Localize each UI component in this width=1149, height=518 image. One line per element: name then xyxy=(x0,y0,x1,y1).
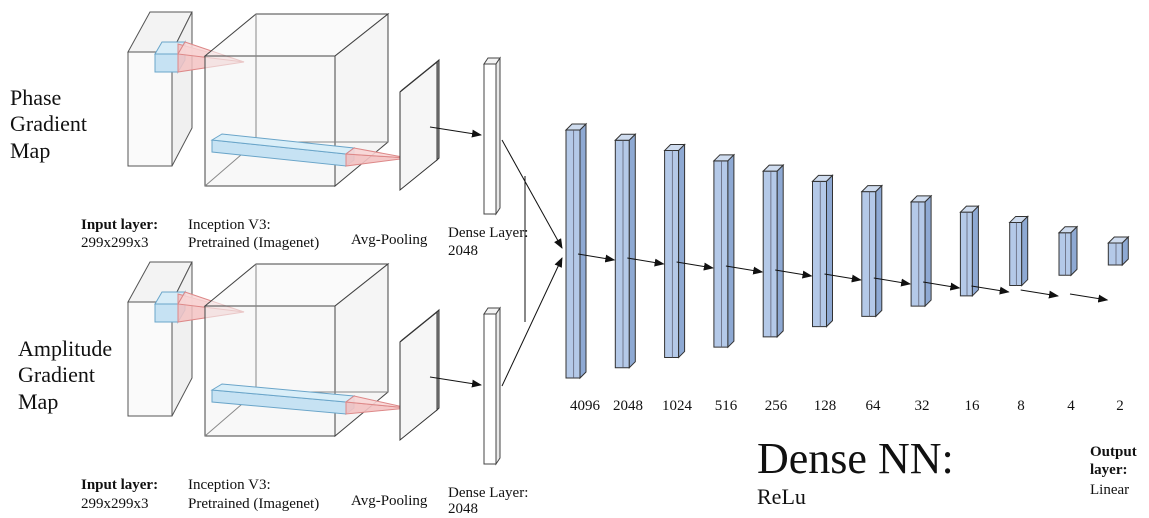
dense-layer-256 xyxy=(761,163,785,339)
layer-size-label: 128 xyxy=(813,398,837,414)
layer-connector-arrow xyxy=(824,273,862,283)
dense-nn-activation: ReLu xyxy=(757,484,806,509)
branch-top xyxy=(127,11,501,216)
layer-connector-arrow xyxy=(1069,293,1109,303)
layer-size-label: 2048 xyxy=(613,398,643,414)
branch-bottom xyxy=(127,261,501,466)
input-label-size: 299x299x3 xyxy=(81,496,149,512)
pool-to-dense-arrow xyxy=(429,376,482,388)
input-label-heading: Input layer: xyxy=(81,217,159,233)
dense-label: Dense Layer: xyxy=(448,225,529,241)
layer-connector-arrow xyxy=(676,261,714,271)
branch-title-phase: Phase Gradient Map xyxy=(10,85,87,163)
pool-to-dense-arrow xyxy=(429,126,482,138)
layer-connector-arrow xyxy=(1020,289,1059,299)
dense-layer-2048 xyxy=(614,133,637,369)
output-label-layer: layer: xyxy=(1090,462,1128,478)
layer-connector-arrow xyxy=(725,265,764,275)
dense-layer-16 xyxy=(959,204,980,298)
layer-size-label: 2 xyxy=(1116,398,1124,414)
inception-sub: Pretrained (Imagenet) xyxy=(188,496,320,512)
pool-label: Avg-Pooling xyxy=(351,493,428,509)
output-label: Output xyxy=(1090,444,1137,460)
layer-connector-arrow xyxy=(775,269,813,279)
layer-connector-arrow xyxy=(923,281,961,291)
inception-label: Inception V3: xyxy=(188,217,271,233)
input-layer-block xyxy=(127,11,193,167)
layer-size-label: 1024 xyxy=(662,398,692,414)
layer-size-label: 4 xyxy=(1067,398,1075,414)
dense-layer-8 xyxy=(1008,215,1029,287)
dense-layer-4 xyxy=(1057,225,1079,277)
dense-layer-516 xyxy=(712,153,736,349)
layer-size-label: 8 xyxy=(1017,398,1025,414)
pool-label: Avg-Pooling xyxy=(351,232,428,248)
merge-connectors xyxy=(501,139,563,387)
layer-connector-arrow xyxy=(971,285,1010,295)
dense-layer-1024 xyxy=(663,143,686,359)
layer-connector-arrow xyxy=(873,277,912,287)
input-label-size: 299x299x3 xyxy=(81,235,149,251)
tube-kernel xyxy=(344,395,409,415)
layer-size-label: 16 xyxy=(964,398,980,414)
dense-units: 2048 xyxy=(448,501,478,517)
layer-connector-arrow xyxy=(627,257,665,267)
layer-connector-arrow xyxy=(577,253,616,263)
layer-size-label: 516 xyxy=(714,398,738,414)
inception-sub: Pretrained (Imagenet) xyxy=(188,235,320,251)
input-label-heading: Input layer: xyxy=(81,477,159,493)
dense-units: 2048 xyxy=(448,243,478,259)
dense-nn-layers xyxy=(564,122,1130,380)
dense-layer-4096 xyxy=(564,122,588,380)
dense-nn-title: Dense NN: xyxy=(757,434,954,483)
dense-2048-column xyxy=(483,306,501,466)
dense-2048-column xyxy=(483,56,501,216)
output-activation: Linear xyxy=(1090,482,1130,498)
dense-layer-64 xyxy=(860,184,884,318)
tube-kernel xyxy=(344,147,409,167)
inception-label: Inception V3: xyxy=(188,477,271,493)
branch-title-amplitude: Amplitude Gradient Map xyxy=(18,336,113,414)
input-layer-block xyxy=(127,261,193,417)
dense-layer-32 xyxy=(909,194,933,308)
dense-label: Dense Layer: xyxy=(448,485,529,501)
layer-size-label: 4096 xyxy=(570,398,600,414)
layer-size-label: 32 xyxy=(914,398,930,414)
dense-layer-2 xyxy=(1107,235,1130,267)
layer-size-label: 256 xyxy=(764,398,788,414)
layer-size-label: 64 xyxy=(865,398,881,414)
dense-layer-128 xyxy=(811,174,834,328)
avg-pooling-plate xyxy=(399,308,440,442)
avg-pooling-plate xyxy=(399,58,440,192)
